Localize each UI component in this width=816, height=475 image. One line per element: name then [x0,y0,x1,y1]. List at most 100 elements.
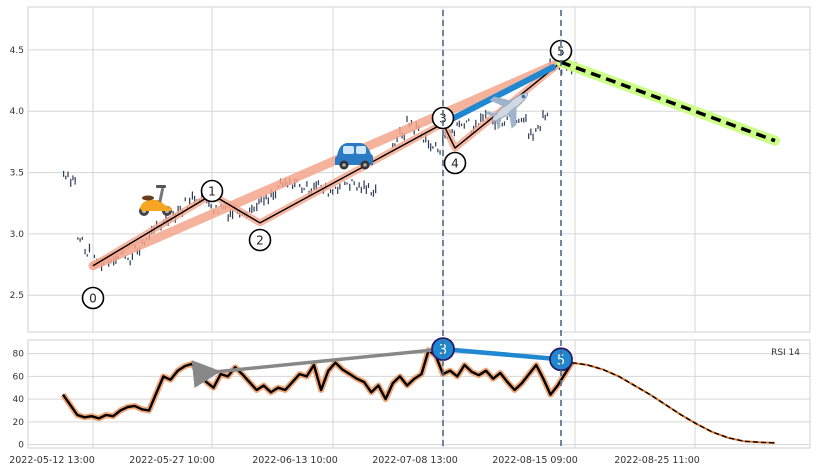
candle [272,190,274,200]
candle [127,257,129,261]
candle [506,116,508,120]
candle [136,248,138,255]
candle [537,124,539,129]
rsi-divergence-line-2 [442,346,562,362]
candle [375,184,377,194]
wave-vertical-lines [442,10,562,448]
candle [425,133,427,143]
candle [148,232,151,240]
rsi-line [62,349,574,420]
x-tick-label: 2022-06-13 10:00 [252,455,338,466]
candle [523,117,525,123]
price-ytick-label: 4.5 [10,46,24,56]
candle [549,58,551,66]
candle [251,204,253,214]
candle [267,197,269,205]
candle [546,112,548,117]
candle [482,114,484,122]
candle [370,192,372,196]
candle [458,120,460,128]
candle [453,130,455,137]
candle [193,195,196,204]
candle [437,148,439,153]
candle [258,198,260,205]
candle [501,122,503,127]
candle [351,179,353,182]
candle [315,181,317,190]
candle [263,196,265,206]
candle [394,143,396,147]
price-ytick-label: 4.0 [10,107,25,117]
candle [442,135,444,145]
candle [191,191,193,200]
candle [430,143,432,152]
rsi-ytick-label: 20 [13,418,25,428]
candle [74,177,76,185]
candle [129,260,131,266]
candle [327,193,329,197]
candle [86,254,88,257]
candle [313,182,315,190]
candle [435,142,437,147]
rsi-lines [60,347,776,444]
candle [432,146,434,149]
candle [84,248,86,255]
candle [332,189,334,195]
impulse-arrow [444,64,556,125]
candle [65,175,67,180]
candle [317,180,320,186]
candle [93,254,96,259]
candle [542,110,544,119]
rsi-divergence-line-1 [191,348,433,389]
candle [528,133,530,139]
wave-label-circle [248,228,272,252]
price-overlays: 012345 [81,39,780,310]
x-tick-label: 2022-08-15 09:00 [492,455,578,466]
candle [413,129,415,135]
candle [367,183,370,188]
price-panel: 2.53.03.54.04.5 012345 [10,6,811,333]
candle [468,118,470,122]
candle [77,237,79,240]
x-tick-label: 2022-05-27 10:00 [129,455,215,466]
x-tick-label: 2022-07-08 13:00 [372,455,458,466]
price-panel-frame [27,6,811,333]
wave-label-3: 3 [431,106,455,130]
wave-label-circle [200,179,224,203]
candle [337,186,339,194]
candle [291,184,294,190]
candle [396,135,398,143]
rsi-ytick-labels: 0 20 40 60 80 [13,350,25,451]
candle [215,205,217,208]
price-ytick-label: 3.0 [10,230,25,240]
candle [539,126,541,132]
candle [231,210,234,219]
wave-label-circle [443,151,467,175]
candle [456,122,458,126]
candle [349,183,351,191]
price-grid [28,7,810,332]
candle [530,128,532,136]
candle [356,186,358,191]
candle [334,186,337,189]
x-tick-labels: 2022-05-12 13:00 2022-05-27 10:00 2022-06-… [9,455,700,466]
candle [179,205,181,212]
candle [303,188,305,191]
candle [210,204,212,209]
candle [260,195,262,203]
candle [353,181,355,186]
candle [206,200,208,204]
candle [208,201,210,207]
airplane-icon [484,92,528,130]
candle [372,189,375,197]
trend-line-glow [88,57,566,271]
candle [172,210,174,216]
candle [249,207,251,213]
candle [63,170,65,177]
candle [532,133,534,141]
candle [406,115,408,123]
wave-label-circle [81,286,105,310]
candle [439,150,441,155]
candle [494,121,496,130]
